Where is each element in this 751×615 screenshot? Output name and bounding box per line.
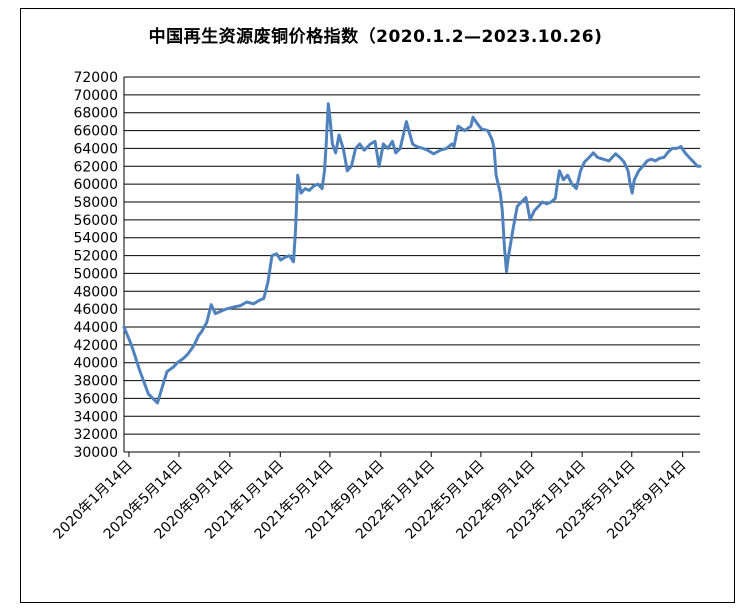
- y-tick-label: 58000: [73, 195, 118, 211]
- y-tick-label: 62000: [73, 159, 118, 175]
- chart-frame: [20, 8, 735, 603]
- y-tick-label: 70000: [73, 88, 118, 104]
- y-tick-label: 48000: [73, 284, 118, 300]
- y-tick-label: 32000: [73, 427, 118, 443]
- chart-title: 中国再生资源废铜价格指数（2020.1.2—2023.10.26): [148, 27, 603, 47]
- series-layer: [122, 102, 702, 405]
- y-tick-label: 64000: [73, 141, 118, 157]
- y-tick-label: 66000: [73, 124, 118, 140]
- y-tick-label: 44000: [73, 320, 118, 336]
- y-tick-label: 56000: [73, 213, 118, 229]
- gridlines: [124, 76, 700, 435]
- y-tick-label: 30000: [73, 445, 118, 461]
- y-tick-label: 50000: [73, 266, 118, 282]
- y-tick-label: 36000: [73, 391, 118, 407]
- series-line: [122, 102, 702, 405]
- y-tick-label: 34000: [73, 409, 118, 425]
- y-tick-label: 52000: [73, 249, 118, 265]
- y-tick-label: 60000: [73, 177, 118, 193]
- y-tick-label: 38000: [73, 374, 118, 390]
- y-tick-label: 68000: [73, 106, 118, 122]
- axes: [123, 77, 700, 457]
- x-axis-tick-labels: 2020年1月14日2020年5月14日2020年9月14日2021年1月14日…: [51, 458, 690, 543]
- y-tick-label: 72000: [73, 70, 118, 86]
- y-tick-label: 42000: [73, 338, 118, 354]
- y-tick-label: 54000: [73, 231, 118, 247]
- y-tick-label: 40000: [73, 356, 118, 372]
- y-tick-label: 46000: [73, 302, 118, 318]
